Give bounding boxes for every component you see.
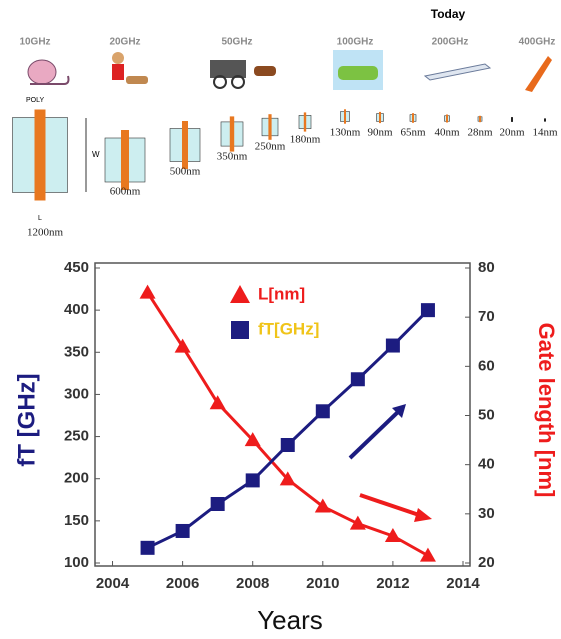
node-label: 90nm	[367, 127, 393, 139]
frequency-label: 200GHz	[432, 37, 469, 48]
x-tick-label: 2010	[306, 575, 339, 592]
plot-frame	[94, 262, 471, 567]
marker	[139, 284, 156, 299]
node-label: 40nm	[434, 127, 460, 139]
y-tick-label: 400	[64, 301, 89, 318]
y2-tick-label: 40	[478, 456, 495, 473]
marker	[349, 515, 366, 530]
y-tick-label: 250	[64, 428, 89, 445]
marker	[175, 523, 190, 538]
y-tick-label: 450	[64, 259, 89, 276]
y2-tick-label: 20	[478, 554, 495, 571]
y-tick-label: 150	[64, 512, 89, 529]
x-axis-label: Years	[257, 605, 323, 635]
y-tick-label: 300	[64, 385, 89, 402]
transistor-gate	[303, 112, 307, 132]
transistor-diagrams	[12, 109, 546, 201]
frequency-label: 100GHz	[337, 37, 374, 48]
marker	[279, 471, 296, 486]
y-tick-label: 100	[64, 554, 89, 571]
y-axis-label: fT [GHz]	[13, 373, 40, 466]
annotation-arrows	[348, 404, 432, 522]
transistor-gate	[121, 130, 129, 190]
series-line	[146, 309, 430, 550]
transistor-gate	[479, 115, 481, 123]
marker	[244, 432, 261, 447]
node-label: 500nm	[170, 166, 201, 178]
node-label: 1200nm	[27, 227, 64, 239]
marker	[315, 404, 330, 419]
diagram-label: L	[38, 215, 42, 222]
node-label: 600nm	[110, 186, 141, 198]
y2-tick-label: 70	[478, 308, 495, 325]
node-label: 28nm	[467, 127, 493, 139]
y-tick-label: 200	[64, 470, 89, 487]
transistor-gate	[182, 121, 188, 169]
frequency-label: 400GHz	[519, 37, 556, 48]
transistor-gate	[268, 114, 272, 140]
marker	[350, 372, 365, 387]
today-label: Today	[431, 7, 466, 21]
x-tick-label: 2012	[376, 575, 409, 592]
transistor-gate	[412, 113, 414, 123]
x-tick-label: 2014	[446, 575, 480, 592]
y2-tick-label: 50	[478, 406, 495, 423]
frequency-label: 20GHz	[109, 37, 140, 48]
frequency-label: 50GHz	[221, 37, 252, 48]
node-label: 350nm	[217, 151, 248, 163]
y2-tick-label: 80	[478, 259, 495, 276]
y2-tick-label: 30	[478, 505, 495, 522]
node-label: 20nm	[499, 127, 525, 139]
y2-tick-label: 60	[478, 357, 495, 374]
legend-marker	[230, 285, 250, 303]
node-label: 65nm	[400, 127, 426, 139]
marker	[174, 338, 191, 353]
transistor-gate	[229, 116, 235, 152]
transistor-gate	[379, 111, 381, 124]
marker	[384, 527, 401, 542]
marker	[209, 395, 226, 410]
legend-marker	[231, 321, 249, 339]
node-label: 14nm	[532, 127, 558, 139]
legend-label: fT[GHz]	[258, 319, 319, 338]
transistor-gate	[544, 118, 546, 122]
frequency-label: 10GHz	[19, 37, 50, 48]
marker	[140, 540, 155, 555]
transistor-gate	[446, 114, 448, 123]
x-tick-label: 2008	[236, 575, 269, 592]
node-label: 180nm	[290, 134, 321, 146]
y-tick-label: 350	[64, 343, 89, 360]
transistor-gate	[34, 109, 46, 201]
marker	[210, 497, 225, 511]
marker	[420, 303, 435, 318]
y2-axis-label: Gate length [nm]	[534, 323, 559, 498]
marker	[245, 473, 260, 488]
diagram-label: POLY	[26, 97, 44, 104]
diagram-label: W	[92, 150, 100, 159]
marker	[314, 498, 331, 513]
transistor-gate	[511, 117, 513, 122]
transistor-gate	[344, 109, 346, 124]
x-tick-label: 2004	[96, 575, 130, 592]
x-tick-label: 2006	[166, 575, 199, 592]
legend-label: L[nm]	[258, 284, 305, 303]
node-label: 130nm	[330, 127, 361, 139]
marker	[385, 338, 400, 353]
marker	[419, 547, 436, 562]
node-label: 250nm	[255, 141, 286, 153]
marker	[280, 438, 295, 452]
icons	[27, 50, 552, 92]
